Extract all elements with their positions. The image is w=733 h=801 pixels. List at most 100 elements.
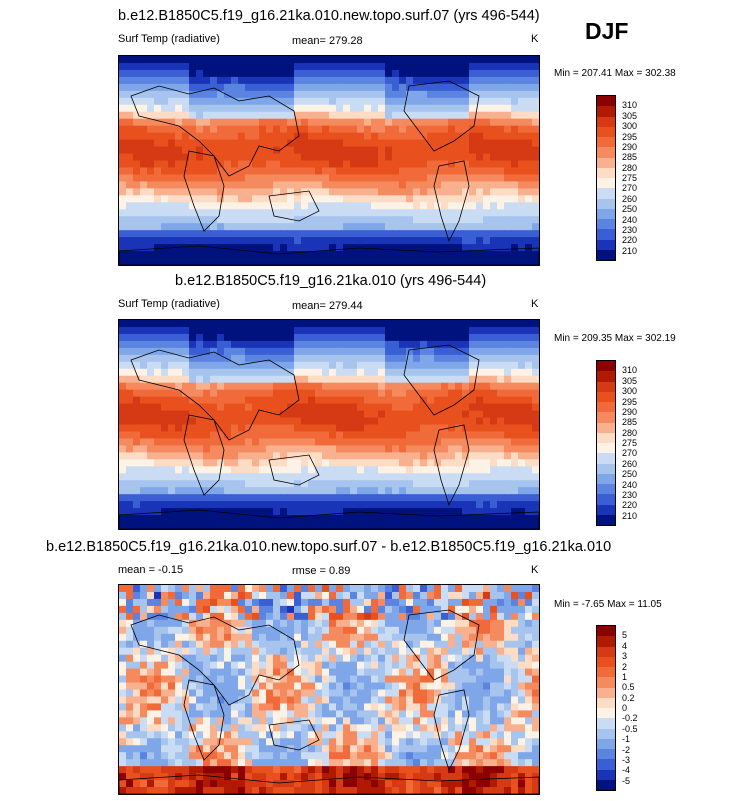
map-cell (210, 717, 218, 725)
panel2-map (118, 319, 540, 530)
map-cell (273, 111, 281, 120)
map-cell (371, 654, 379, 663)
map-cell (462, 466, 470, 474)
map-cell (343, 153, 351, 162)
map-cell (245, 654, 253, 663)
map-cell (462, 731, 470, 739)
map-cell (301, 361, 309, 370)
map-cell (532, 703, 539, 711)
map-cell (434, 382, 442, 391)
map-cell (217, 104, 225, 113)
map-cell (175, 417, 183, 426)
map-cell (182, 466, 190, 474)
map-cell (434, 347, 442, 356)
map-cell (210, 389, 218, 398)
map-cell (231, 480, 239, 488)
map-cell (385, 244, 393, 252)
map-cell (280, 326, 288, 335)
map-cell (203, 69, 211, 78)
map-cell (168, 494, 176, 502)
map-cell (322, 76, 330, 85)
map-cell (469, 522, 477, 529)
map-cell (266, 501, 274, 509)
map-cell (294, 146, 302, 155)
map-cell (161, 69, 169, 78)
map-cell (308, 118, 316, 127)
map-cell (154, 382, 162, 391)
map-cell (441, 682, 449, 691)
map-cell (406, 466, 414, 474)
map-cell (147, 209, 155, 217)
map-cell (427, 452, 435, 460)
map-cell (126, 153, 134, 162)
map-cell (252, 202, 260, 210)
panel3-map-field (119, 585, 539, 794)
map-cell (287, 174, 295, 182)
map-cell (378, 326, 386, 335)
map-cell (175, 382, 183, 391)
map-cell (525, 431, 533, 440)
map-cell (161, 153, 169, 162)
map-cell (427, 258, 435, 265)
map-cell (203, 216, 211, 224)
map-cell (497, 153, 505, 162)
map-cell (399, 202, 407, 210)
map-cell (231, 431, 239, 440)
map-cell (427, 466, 435, 474)
map-cell (392, 417, 400, 426)
map-cell (455, 340, 463, 349)
map-cell (126, 223, 134, 231)
map-cell (133, 668, 141, 677)
map-cell (266, 647, 274, 656)
map-cell (126, 689, 134, 698)
map-cell (434, 480, 442, 488)
map-cell (511, 104, 519, 113)
map-cell (399, 612, 407, 621)
map-cell (490, 139, 498, 148)
map-cell (294, 501, 302, 509)
map-cell (469, 640, 477, 649)
map-cell (469, 251, 477, 259)
map-cell (455, 375, 463, 384)
map-cell (147, 132, 155, 141)
map-cell (154, 76, 162, 85)
map-cell (476, 125, 484, 134)
map-cell (196, 361, 204, 370)
map-cell (476, 675, 484, 684)
map-cell (357, 174, 365, 182)
map-cell (448, 320, 456, 328)
map-cell (392, 731, 400, 739)
map-cell (336, 452, 344, 460)
map-cell (469, 202, 477, 210)
map-cell (140, 181, 148, 189)
map-cell (245, 244, 253, 252)
map-cell (371, 710, 379, 718)
map-cell (126, 326, 134, 335)
map-cell (294, 731, 302, 739)
map-cell (357, 703, 365, 711)
map-cell (196, 508, 204, 516)
map-cell (308, 661, 316, 670)
map-cell (175, 626, 183, 635)
map-cell (497, 431, 505, 440)
map-cell (497, 223, 505, 231)
map-cell (259, 717, 267, 725)
map-cell (140, 591, 148, 600)
map-cell (350, 181, 358, 189)
map-cell (154, 153, 162, 162)
map-cell (238, 431, 246, 440)
map-cell (140, 424, 148, 433)
map-cell (511, 62, 519, 71)
map-cell (308, 125, 316, 134)
map-cell (189, 90, 197, 99)
map-cell (161, 251, 169, 259)
map-cell (119, 237, 127, 245)
map-cell (399, 181, 407, 189)
map-cell (238, 389, 246, 398)
map-cell (441, 605, 449, 614)
map-cell (224, 375, 232, 384)
map-cell (469, 717, 477, 725)
map-cell (329, 431, 337, 440)
map-cell (343, 731, 351, 739)
map-cell (287, 647, 295, 656)
